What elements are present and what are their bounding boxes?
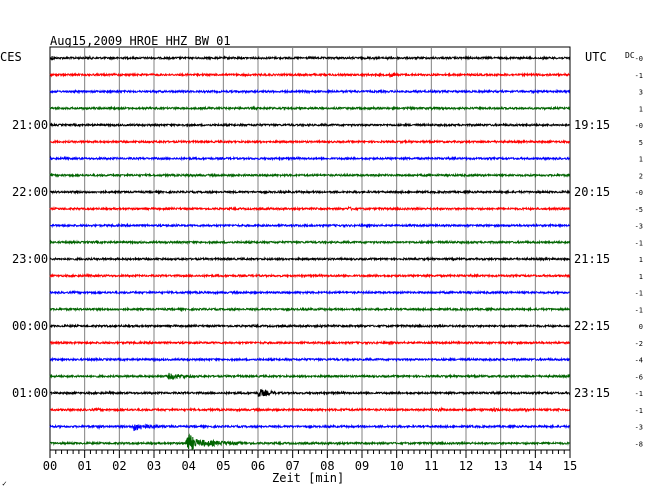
trace-green — [49, 306, 571, 313]
x-tick-label: 13 — [493, 459, 507, 473]
left-time-label: 01:00 — [12, 386, 48, 400]
trace-green — [49, 372, 571, 381]
x-tick-label: 15 — [563, 459, 577, 473]
right-time-label: 20:15 — [574, 185, 610, 199]
x-tick-label: 04 — [181, 459, 195, 473]
dc-value: -2 — [635, 340, 643, 348]
dc-value: -1 — [635, 306, 643, 314]
trace-black — [49, 388, 571, 397]
right-time-label: 23:15 — [574, 386, 610, 400]
x-tick-label: 14 — [528, 459, 542, 473]
trace-red — [49, 205, 571, 212]
trace-black — [49, 54, 571, 62]
right-time-label: 22:15 — [574, 319, 610, 333]
right-axis-label: UTC — [585, 50, 607, 64]
left-time-label: 22:00 — [12, 185, 48, 199]
dc-value: -0 — [635, 55, 643, 63]
dc-label: DC — [625, 51, 635, 60]
x-tick-label: 03 — [147, 459, 161, 473]
dc-value: 1 — [639, 105, 643, 113]
time-labels: 21:00 22:00 23:00 00:00 01:00 19:15 20:15 21:15… — [12, 118, 610, 400]
x-axis-title: Zeit [min] — [272, 471, 344, 485]
trace-blue — [49, 289, 571, 296]
trace-green — [49, 239, 571, 246]
dc-value: -1 — [635, 72, 643, 80]
dc-value: -5 — [635, 206, 643, 214]
dc-value: -4 — [635, 357, 643, 365]
left-time-label: 23:00 — [12, 252, 48, 266]
x-tick-label: 07 — [285, 459, 299, 473]
x-tick-label: 09 — [355, 459, 369, 473]
trace-red — [49, 406, 570, 413]
trace-blue — [49, 88, 571, 95]
dc-value: -3 — [635, 424, 643, 432]
right-time-label: 19:15 — [574, 118, 610, 132]
trace-red — [49, 272, 571, 279]
trace-green — [49, 105, 571, 112]
dc-value: 5 — [639, 139, 643, 147]
dc-value: -1 — [635, 407, 643, 415]
x-tick-label: 10 — [389, 459, 403, 473]
dc-value: 3 — [639, 89, 643, 97]
trace-red — [49, 71, 571, 78]
dc-labels: -0 -1 3 1 -0 5 1 2 -0 -5 -3 -1 1 1 -1 -1 0 -2 -4 -6 -1 -1 -3 -8 — [635, 55, 643, 448]
dc-value: -3 — [635, 223, 643, 231]
x-tick-label: 08 — [320, 459, 334, 473]
x-axis: 00 01 02 03 04 05 06 07 08 09 10 11 12 13 14 15 — [43, 450, 577, 473]
dc-value: 2 — [639, 172, 643, 180]
dc-value: -0 — [635, 122, 643, 130]
left-time-label: 00:00 — [12, 319, 48, 333]
x-tick-label: 11 — [424, 459, 438, 473]
grid — [49, 46, 571, 451]
trace-blue — [49, 356, 570, 363]
dc-value: -6 — [635, 373, 643, 381]
trace-blue — [49, 423, 571, 432]
trace-red — [49, 138, 571, 145]
trace-black — [49, 323, 571, 329]
trace-green — [49, 433, 571, 450]
x-tick-label: 00 — [43, 459, 57, 473]
right-time-label: 21:15 — [574, 252, 610, 266]
dc-value: 1 — [639, 273, 643, 281]
trace-red — [49, 339, 570, 346]
footer-mark: ✓ — [2, 479, 7, 488]
trace-green — [49, 172, 571, 179]
dc-value: -1 — [635, 290, 643, 298]
dc-value: -1 — [635, 239, 643, 247]
dc-value: -0 — [635, 189, 643, 197]
trace-blue — [49, 155, 571, 162]
x-tick-label: 12 — [459, 459, 473, 473]
trace-black — [49, 189, 570, 195]
trace-black — [49, 122, 571, 128]
trace-group — [49, 54, 571, 450]
trace-blue — [49, 222, 570, 229]
x-tick-label: 05 — [216, 459, 230, 473]
x-tick-label: 06 — [251, 459, 265, 473]
dc-value: 1 — [639, 156, 643, 164]
left-axis-label: CES — [0, 50, 22, 64]
dc-value: 0 — [639, 323, 643, 331]
dc-value: 1 — [639, 256, 643, 264]
dc-value: -1 — [635, 390, 643, 398]
dc-value: -8 — [635, 440, 643, 448]
trace-black — [49, 256, 571, 262]
chart-title: Aug15,2009 HROE HHZ BW 01 — [50, 34, 231, 48]
x-tick-label: 02 — [112, 459, 126, 473]
x-tick-label: 01 — [77, 459, 91, 473]
left-time-label: 21:00 — [12, 118, 48, 132]
